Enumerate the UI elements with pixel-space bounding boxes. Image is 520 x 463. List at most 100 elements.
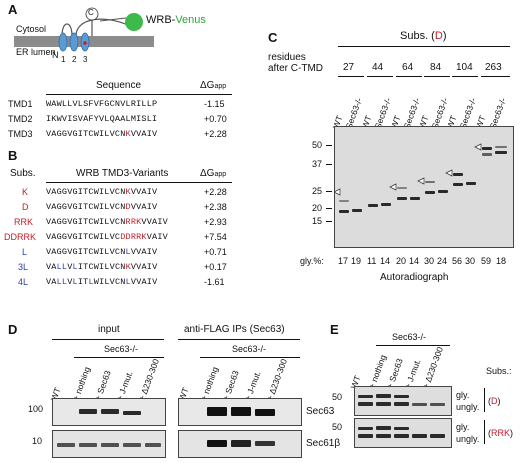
variant-subs: 4L — [18, 277, 29, 287]
variant-subs: 3L — [18, 262, 29, 272]
e-subs-bracket — [484, 388, 485, 412]
residues-line-1: residues — [268, 52, 306, 63]
e-subs-d: (D) — [488, 396, 501, 406]
tmd3-charged-residue — [83, 41, 87, 45]
mw-marker: 20 — [312, 203, 323, 213]
tmd3-seq-pre: VAGGVGITCWILVCN — [46, 129, 126, 139]
tmd1-helix — [58, 32, 68, 52]
tmd1-dg: -1.15 — [204, 99, 225, 109]
tmd2-dg: +0.70 — [204, 114, 227, 124]
sec63ko-bracket-e — [376, 345, 450, 346]
subs-title-close: ) — [442, 30, 447, 42]
variant-dg: +0.71 — [204, 247, 227, 257]
lane-label: + Δ230-300 — [264, 357, 289, 402]
n-terminus-label: N — [52, 50, 59, 60]
panel-c-label: C — [268, 30, 278, 45]
mw-marker: 25 — [312, 186, 323, 196]
sec63ko-label-input: Sec63-/- — [104, 344, 139, 354]
variant-mut: K — [125, 187, 131, 197]
panel-b-label: B — [8, 148, 18, 163]
tmd3-sequence: VAGGVGITCWILVCNKVVAIV — [46, 129, 157, 139]
subs-bracket — [338, 46, 510, 47]
er-lumen-label: ER lumen — [16, 47, 56, 57]
variant-subs: D — [22, 202, 29, 212]
mw-tick — [326, 145, 332, 146]
variant-sequence: VAGGVGITCWILVCNRRKVVAIV — [46, 217, 168, 227]
ip-bracket — [178, 339, 300, 340]
tmd2-name: TMD2 — [8, 114, 33, 124]
ungly-band-label: ungly. — [456, 402, 480, 412]
construct-name: WRB- — [146, 14, 176, 26]
sec63ko-label-e: Sec63-/- — [392, 332, 427, 342]
c-terminus-label: C — [88, 8, 94, 17]
mw-tick — [326, 164, 332, 165]
sec63ko-label-ip: Sec63-/- — [232, 344, 267, 354]
gly-percent-value: 30 — [465, 256, 476, 266]
panel-e-label: E — [330, 322, 339, 337]
variant-dg: +2.28 — [204, 187, 227, 197]
sec63ko-bracket-input — [74, 357, 164, 358]
mw-tick — [326, 208, 332, 209]
panel-a-label: A — [8, 2, 18, 17]
venus-fluorophore — [125, 13, 143, 31]
variant-mut: L — [125, 247, 131, 257]
sec63ko-bracket-ip — [200, 357, 300, 358]
tmd3-name: TMD3 — [8, 129, 33, 139]
dg-column-header: ΔGapp — [200, 80, 226, 91]
tmd-number-1: 1 — [61, 55, 66, 64]
input-title: input — [98, 324, 120, 335]
input-bracket — [52, 339, 164, 340]
tmd-number-3: 3 — [83, 55, 88, 64]
construct-label: WRB-Venus — [146, 14, 206, 26]
group-label: 64 — [402, 62, 414, 73]
variant-subs: RRK — [14, 217, 34, 227]
membrane-topology-diagram — [14, 7, 154, 52]
sequence-column-header: Sequence — [96, 80, 142, 91]
ip-sec63-blot — [178, 398, 302, 426]
gly-percent-value: 59 — [481, 256, 492, 266]
mw-tick — [326, 221, 332, 222]
residues-line-2: after C-TMD — [268, 63, 323, 74]
group-underline — [367, 76, 393, 77]
variant-mut: DDRRK — [120, 232, 147, 242]
group-label: 27 — [343, 62, 355, 73]
gly-percent-value: 30 — [424, 256, 435, 266]
variant-sequence: VAGGVGITCWILVCDDRRKVAIV — [46, 232, 168, 242]
dg-symbol-b: ΔG — [200, 168, 215, 179]
blot-label-sec63: Sec63 — [306, 406, 335, 417]
tmd-number-2: 2 — [72, 55, 77, 64]
venus-linker — [99, 17, 127, 22]
cytosolic-loop — [61, 23, 73, 37]
ip-title: anti-FLAG IPs (Sec63) — [184, 324, 285, 335]
tmd3-seq-post: VVAIV — [130, 129, 158, 139]
tmd2-sequence: IKWVISVAFYVLQAALMISLI — [46, 114, 158, 124]
gly-percent-value: 14 — [409, 256, 420, 266]
variant-sequence: VALLVLITLWILVCNLVVAIV — [46, 277, 158, 287]
lane-label: + nothing — [70, 365, 93, 402]
variant-mut: D — [125, 202, 131, 212]
e-subs-bracket — [484, 420, 485, 444]
dg-subscript-b: app — [214, 171, 227, 178]
variant-sequence: VAGGVGITCWILVCNLVVAIV — [46, 247, 158, 257]
input-sec61b-blot — [52, 430, 166, 458]
variant-dg: +2.38 — [204, 202, 227, 212]
mw-tick — [326, 191, 332, 192]
gly-percent-label: gly.%: — [300, 256, 324, 266]
gly-percent-value: 14 — [380, 256, 391, 266]
group-label: 44 — [372, 62, 384, 73]
group-underline — [452, 76, 478, 77]
gly-percent-value: 56 — [452, 256, 463, 266]
variant-dg: -1.61 — [204, 277, 225, 287]
variant-sequence: VAGGVGITCWILVCNKVVAIV — [46, 187, 158, 197]
subs-column-header: Subs. — [10, 168, 36, 179]
variant-subs: L — [22, 247, 28, 257]
tmd3-seq-charged: K — [125, 129, 131, 139]
group-underline — [481, 76, 510, 77]
gel-caption: Autoradiograph — [380, 272, 449, 283]
gly-percent-value: 19 — [351, 256, 362, 266]
panel-c-subs-title: Subs. (D) — [400, 30, 446, 42]
e-subs-title: Subs.: — [486, 366, 512, 376]
mw-marker: 100 — [28, 404, 44, 414]
glycosylation-arrowheads — [334, 143, 482, 196]
subs-title-text: Subs. ( — [400, 30, 435, 42]
